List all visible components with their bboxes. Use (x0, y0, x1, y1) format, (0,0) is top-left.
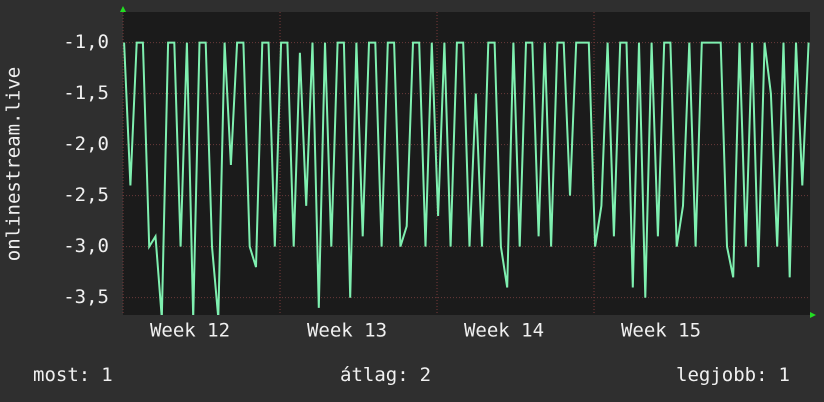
axis-arrow (120, 6, 126, 12)
stat: most: 1 (33, 364, 113, 386)
x-tick-label: Week 15 (621, 320, 701, 342)
line (123, 41, 810, 315)
stat-value: 1 (101, 364, 112, 386)
x-tick-label: Week 13 (307, 320, 387, 342)
stat-label: átlag: (340, 364, 409, 386)
stat-label: legjobb: (676, 364, 768, 386)
y-tick-label: -1,5 (63, 82, 109, 104)
stats: most: 1 átlag: 2 legjobb: 1 (33, 364, 790, 386)
stat-value: 2 (420, 364, 431, 386)
axis-arrow (810, 312, 816, 318)
stat: legjobb: 1 (676, 364, 790, 386)
y-tick-label: -2,5 (63, 184, 109, 206)
y-axis-label: onlinestream.live (3, 67, 25, 261)
x-tick-label: Week 12 (150, 320, 230, 342)
stat-value: 1 (779, 364, 790, 386)
y-tick-label: -3,5 (63, 286, 109, 308)
x-tick-label: Week 14 (464, 320, 544, 342)
stat-label: most: (33, 364, 90, 386)
stat: átlag: 2 (340, 364, 431, 386)
y-tick-label: -3,0 (63, 235, 109, 257)
y-tick-label: -1,0 (63, 31, 109, 53)
y-tick-label: -2,0 (63, 133, 109, 155)
